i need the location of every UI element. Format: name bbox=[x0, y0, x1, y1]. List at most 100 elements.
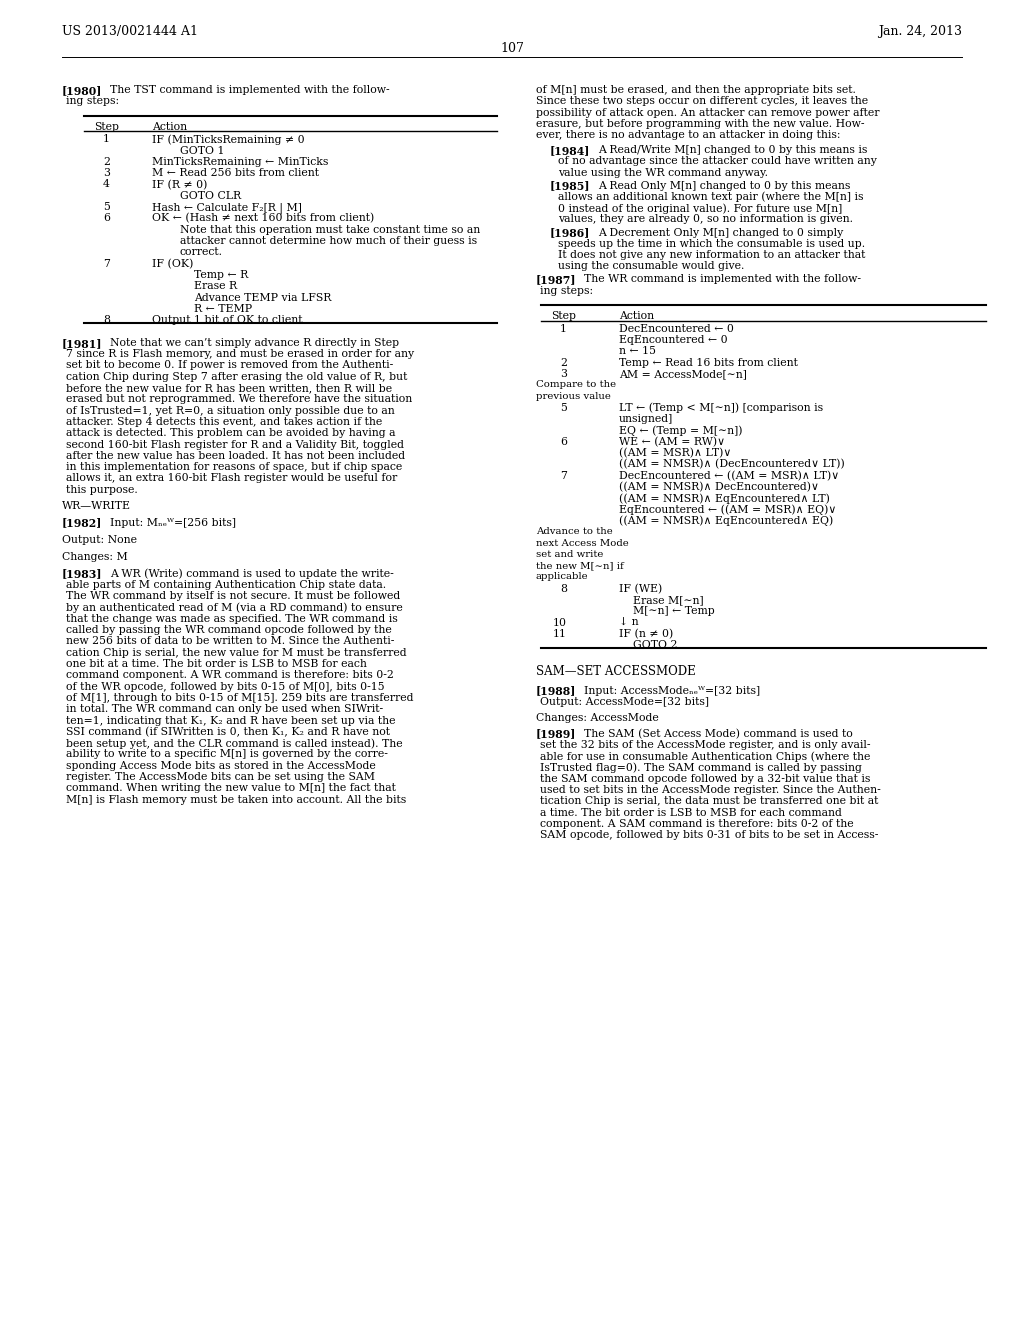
Text: 4: 4 bbox=[103, 180, 110, 190]
Text: IF (WE): IF (WE) bbox=[618, 583, 663, 594]
Text: set bit to become 0. If power is removed from the Authenti-: set bit to become 0. If power is removed… bbox=[66, 360, 393, 371]
Text: command component. A WR command is therefore: bits 0-2: command component. A WR command is there… bbox=[66, 671, 394, 680]
Text: correct.: correct. bbox=[180, 247, 223, 257]
Text: Changes: AccessMode: Changes: AccessMode bbox=[536, 713, 658, 723]
Text: 7: 7 bbox=[560, 471, 567, 480]
Text: of the WR opcode, followed by bits 0-15 of M[0], bits 0-15: of the WR opcode, followed by bits 0-15 … bbox=[66, 681, 385, 692]
Text: Output 1 bit of OK to client: Output 1 bit of OK to client bbox=[152, 315, 302, 325]
Text: allows it, an extra 160-bit Flash register would be useful for: allows it, an extra 160-bit Flash regist… bbox=[66, 474, 397, 483]
Text: 7 since R is Flash memory, and must be erased in order for any: 7 since R is Flash memory, and must be e… bbox=[66, 348, 414, 359]
Text: component. A SAM command is therefore: bits 0-2 of the: component. A SAM command is therefore: b… bbox=[540, 818, 854, 829]
Text: OK ← (Hash ≠ next 160 bits from client): OK ← (Hash ≠ next 160 bits from client) bbox=[152, 214, 374, 223]
Text: after the new value has been loaded. It has not been included: after the new value has been loaded. It … bbox=[66, 451, 406, 461]
Text: in total. The WR command can only be used when SIWrit-: in total. The WR command can only be use… bbox=[66, 705, 383, 714]
Text: 7: 7 bbox=[103, 259, 110, 268]
Text: values, they are already 0, so no information is given.: values, they are already 0, so no inform… bbox=[558, 214, 853, 224]
Text: 3: 3 bbox=[103, 168, 110, 178]
Text: the new M[∼n] if: the new M[∼n] if bbox=[536, 561, 624, 570]
Text: Since these two steps occur on different cycles, it leaves the: Since these two steps occur on different… bbox=[536, 96, 868, 107]
Text: Advance to the: Advance to the bbox=[536, 527, 612, 536]
Text: GOTO 1: GOTO 1 bbox=[180, 145, 224, 156]
Text: [1984]: [1984] bbox=[550, 145, 591, 156]
Text: 5: 5 bbox=[103, 202, 110, 213]
Text: Note that this operation must take constant time so an: Note that this operation must take const… bbox=[180, 224, 480, 235]
Text: n ← 15: n ← 15 bbox=[618, 346, 656, 356]
Text: EqEncountered ← ((AM = MSR)∧ EQ)∨: EqEncountered ← ((AM = MSR)∧ EQ)∨ bbox=[618, 504, 837, 515]
Text: The WR command by itself is not secure. It must be followed: The WR command by itself is not secure. … bbox=[66, 591, 400, 601]
Text: DecEncountered ← 0: DecEncountered ← 0 bbox=[618, 323, 734, 334]
Text: ing steps:: ing steps: bbox=[66, 96, 119, 107]
Text: the SAM command opcode followed by a 32-bit value that is: the SAM command opcode followed by a 32-… bbox=[540, 774, 870, 784]
Text: GOTO 2: GOTO 2 bbox=[633, 640, 678, 651]
Text: IF (R ≠ 0): IF (R ≠ 0) bbox=[152, 180, 208, 190]
Text: SSI command (if SIWritten is 0, then K₁, K₂ and R have not: SSI command (if SIWritten is 0, then K₁,… bbox=[66, 727, 390, 737]
Text: 11: 11 bbox=[553, 630, 567, 639]
Text: Step: Step bbox=[551, 312, 575, 321]
Text: Compare to the: Compare to the bbox=[536, 380, 616, 389]
Text: [1988]: [1988] bbox=[536, 685, 577, 697]
Text: attacker cannot determine how much of their guess is: attacker cannot determine how much of th… bbox=[180, 236, 477, 246]
Text: been setup yet, and the CLR command is called instead). The: been setup yet, and the CLR command is c… bbox=[66, 738, 402, 748]
Text: 8: 8 bbox=[560, 583, 567, 594]
Text: ever, there is no advantage to an attacker in doing this:: ever, there is no advantage to an attack… bbox=[536, 131, 841, 140]
Text: used to set bits in the AccessMode register. Since the Authen-: used to set bits in the AccessMode regis… bbox=[540, 785, 881, 795]
Text: A Read Only M[n] changed to 0 by this means: A Read Only M[n] changed to 0 by this me… bbox=[598, 181, 850, 190]
Text: that the change was made as specified. The WR command is: that the change was made as specified. T… bbox=[66, 614, 397, 624]
Text: command. When writing the new value to M[n] the fact that: command. When writing the new value to M… bbox=[66, 783, 396, 793]
Text: A WR (Write) command is used to update the write-: A WR (Write) command is used to update t… bbox=[110, 569, 394, 579]
Text: [1989]: [1989] bbox=[536, 729, 577, 739]
Text: unsigned]: unsigned] bbox=[618, 414, 673, 424]
Text: Temp ← R: Temp ← R bbox=[194, 269, 248, 280]
Text: Action: Action bbox=[152, 121, 187, 132]
Text: one bit at a time. The bit order is LSB to MSB for each: one bit at a time. The bit order is LSB … bbox=[66, 659, 367, 669]
Text: using the consumable would give.: using the consumable would give. bbox=[558, 261, 744, 272]
Text: of IsTrusted=1, yet R=0, a situation only possible due to an: of IsTrusted=1, yet R=0, a situation onl… bbox=[66, 405, 394, 416]
Text: SAM—SET ACCESSMODE: SAM—SET ACCESSMODE bbox=[536, 665, 695, 678]
Text: US 2013/0021444 A1: US 2013/0021444 A1 bbox=[62, 25, 198, 38]
Text: possibility of attack open. An attacker can remove power after: possibility of attack open. An attacker … bbox=[536, 108, 880, 117]
Text: attacker. Step 4 detects this event, and takes action if the: attacker. Step 4 detects this event, and… bbox=[66, 417, 382, 426]
Text: M ← Read 256 bits from client: M ← Read 256 bits from client bbox=[152, 168, 319, 178]
Text: cation Chip is serial, the new value for M must be transferred: cation Chip is serial, the new value for… bbox=[66, 648, 407, 657]
Text: 5: 5 bbox=[560, 403, 567, 413]
Text: M[n] is Flash memory must be taken into account. All the bits: M[n] is Flash memory must be taken into … bbox=[66, 795, 407, 805]
Text: Temp ← Read 16 bits from client: Temp ← Read 16 bits from client bbox=[618, 358, 798, 367]
Text: 6: 6 bbox=[103, 214, 110, 223]
Text: [1980]: [1980] bbox=[62, 84, 102, 96]
Text: ability to write to a specific M[n] is governed by the corre-: ability to write to a specific M[n] is g… bbox=[66, 750, 388, 759]
Text: Action: Action bbox=[618, 312, 654, 321]
Text: cation Chip during Step 7 after erasing the old value of R, but: cation Chip during Step 7 after erasing … bbox=[66, 372, 408, 381]
Text: able for use in consumable Authentication Chips (where the: able for use in consumable Authenticatio… bbox=[540, 751, 870, 762]
Text: Note that we can’t simply advance R directly in Step: Note that we can’t simply advance R dire… bbox=[110, 338, 399, 347]
Text: 0 instead of the original value). For future use M[n]: 0 instead of the original value). For fu… bbox=[558, 203, 843, 214]
Text: 1: 1 bbox=[560, 323, 567, 334]
Text: attack is detected. This problem can be avoided by having a: attack is detected. This problem can be … bbox=[66, 428, 395, 438]
Text: The TST command is implemented with the follow-: The TST command is implemented with the … bbox=[110, 84, 389, 95]
Text: this purpose.: this purpose. bbox=[66, 484, 138, 495]
Text: A Decrement Only M[n] changed to 0 simply: A Decrement Only M[n] changed to 0 simpl… bbox=[598, 227, 843, 238]
Text: set and write: set and write bbox=[536, 550, 603, 558]
Text: set the 32 bits of the AccessMode register, and is only avail-: set the 32 bits of the AccessMode regist… bbox=[540, 739, 870, 750]
Text: The WR command is implemented with the follow-: The WR command is implemented with the f… bbox=[584, 275, 861, 284]
Text: sponding Access Mode bits as stored in the AccessMode: sponding Access Mode bits as stored in t… bbox=[66, 760, 376, 771]
Text: The SAM (Set Access Mode) command is used to: The SAM (Set Access Mode) command is use… bbox=[584, 729, 853, 739]
Text: WE ← (AM = RW)∨: WE ← (AM = RW)∨ bbox=[618, 437, 725, 447]
Text: by an authenticated read of M (via a RD command) to ensure: by an authenticated read of M (via a RD … bbox=[66, 602, 402, 612]
Text: called by passing the WR command opcode followed by the: called by passing the WR command opcode … bbox=[66, 626, 392, 635]
Text: tication Chip is serial, the data must be transferred one bit at: tication Chip is serial, the data must b… bbox=[540, 796, 879, 807]
Text: [1987]: [1987] bbox=[536, 275, 577, 285]
Text: Output: AccessMode=[32 bits]: Output: AccessMode=[32 bits] bbox=[540, 697, 709, 708]
Text: allows an additional known text pair (where the M[n] is: allows an additional known text pair (wh… bbox=[558, 191, 863, 202]
Text: IF (MinTicksRemaining ≠ 0: IF (MinTicksRemaining ≠ 0 bbox=[152, 135, 304, 145]
Text: 107: 107 bbox=[500, 42, 524, 55]
Text: Input: AccessModeₙₑᵂ=[32 bits]: Input: AccessModeₙₑᵂ=[32 bits] bbox=[584, 685, 760, 696]
Text: IF (OK): IF (OK) bbox=[152, 259, 194, 269]
Text: next Access Mode: next Access Mode bbox=[536, 539, 629, 548]
Text: MinTicksRemaining ← MinTicks: MinTicksRemaining ← MinTicks bbox=[152, 157, 329, 166]
Text: Step: Step bbox=[94, 121, 119, 132]
Text: [1985]: [1985] bbox=[550, 181, 591, 191]
Text: Input: Mₙₑᵂ=[256 bits]: Input: Mₙₑᵂ=[256 bits] bbox=[110, 517, 236, 528]
Text: Erase M[∼n]: Erase M[∼n] bbox=[633, 595, 703, 605]
Text: [1983]: [1983] bbox=[62, 569, 102, 579]
Text: Advance TEMP via LFSR: Advance TEMP via LFSR bbox=[194, 293, 332, 302]
